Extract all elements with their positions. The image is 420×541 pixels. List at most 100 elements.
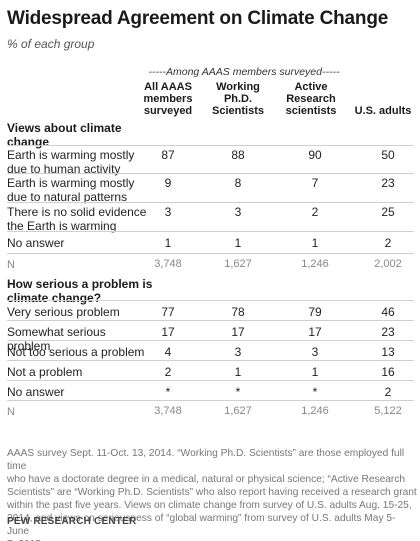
cell-value: 23 <box>381 325 395 339</box>
cell-value: 25 <box>381 205 395 219</box>
footnote-line: within the past five years. Views on cli… <box>7 500 412 511</box>
column-header-line: surveyed <box>143 105 193 117</box>
cell-value: 1,246 <box>301 405 329 417</box>
row-label-line: Very serious problem <box>7 305 120 319</box>
table-row: Not too serious a problem 4 3 3 13 <box>7 340 414 360</box>
cell-value: 1,627 <box>224 258 252 270</box>
row-label-line: No answer <box>7 236 65 250</box>
section-title-line: Views about climate <box>7 121 122 135</box>
column-header-line: Ph.D. <box>223 93 253 105</box>
row-label: There is no solid evidence the Earth is w… <box>7 205 147 233</box>
cell-value: 17 <box>308 325 322 339</box>
row-label-line: Earth is warming mostly <box>7 176 135 190</box>
cell-value: 17 <box>161 325 175 339</box>
table-row: Earth is warming mostly due to natural pa… <box>7 173 414 204</box>
row-label-line: N <box>7 406 15 418</box>
cell-value: 23 <box>381 176 395 190</box>
cell-value: 78 <box>231 305 245 319</box>
page-title: Widespread Agreement on Climate Change <box>7 8 389 29</box>
column-header-line: Scientists <box>212 105 264 117</box>
table-row: Earth is warming mostly due to human acti… <box>7 145 414 176</box>
cell-value: 3,748 <box>154 258 182 270</box>
cell-value: 1,246 <box>301 258 329 270</box>
cell-value: 88 <box>231 148 245 162</box>
row-label-line: There is no solid evidence <box>7 205 147 219</box>
column-header: Active Research scientists <box>276 81 346 117</box>
cell-value: 1,627 <box>224 405 252 417</box>
cell-value: 2 <box>164 365 172 379</box>
column-group-header: -----Among AAAS members surveyed----- <box>148 66 340 78</box>
column-header-line: Working <box>216 81 260 93</box>
cell-value: 1 <box>164 236 172 250</box>
sample-size-row: N 3,748 1,627 1,246 5,122 <box>7 400 414 420</box>
section-title: How serious a problem is climate change? <box>7 277 152 305</box>
subtitle: % of each group <box>7 37 95 51</box>
cell-value: * <box>165 385 171 399</box>
column-header: Working Ph.D. Scientists <box>207 81 269 117</box>
section-title-line: How serious a problem is <box>7 277 153 291</box>
cell-value: * <box>235 385 241 399</box>
cell-value: 90 <box>308 148 322 162</box>
cell-value: 8 <box>234 176 242 190</box>
table-row: Somewhat serious problem 17 17 17 23 <box>7 320 414 353</box>
row-label: Somewhat serious problem <box>7 325 147 353</box>
footnote-line: who have a doctorate degree in a medical… <box>7 474 406 485</box>
row-label-line: Not too serious a problem <box>7 345 145 359</box>
table-row: Very serious problem 77 78 79 46 <box>7 300 414 320</box>
cell-value: 79 <box>308 305 322 319</box>
cell-value: 7 <box>311 176 319 190</box>
column-header-line: All AAAS <box>144 81 192 93</box>
footnote-line: 7, 2015. <box>7 538 417 541</box>
row-label-line: Somewhat serious problem <box>7 325 106 353</box>
source-credit: PEW RESEARCH CENTER <box>7 516 137 527</box>
cell-value: 16 <box>381 365 395 379</box>
table-row: There is no solid evidence the Earth is w… <box>7 202 414 233</box>
cell-value: 4 <box>164 345 172 359</box>
column-header: U.S. adults <box>352 105 414 117</box>
cell-value: 1 <box>234 365 242 379</box>
cell-value: 3 <box>234 205 242 219</box>
cell-value: 3 <box>311 345 319 359</box>
cell-value: 1 <box>311 365 319 379</box>
cell-value: * <box>312 385 318 399</box>
row-label-line: N <box>7 259 15 271</box>
cell-value: 3 <box>164 205 172 219</box>
column-header-line: U.S. adults <box>354 105 412 117</box>
column-header-line: scientists <box>285 105 337 117</box>
row-label: N <box>7 405 147 419</box>
footnote-line: Scientists” are “Working Ph.D. Scientist… <box>7 487 417 498</box>
cell-value: 9 <box>164 176 172 190</box>
row-label: Earth is warming mostly due to human acti… <box>7 148 147 176</box>
row-label-line: No answer <box>7 385 65 399</box>
cell-value: 1 <box>311 236 319 250</box>
footnote-line: 2014, and views on seriousness of “globa… <box>7 513 396 537</box>
cell-value: 77 <box>161 305 175 319</box>
column-header-line: Research <box>286 93 336 105</box>
row-label-line: Not a problem <box>7 365 83 379</box>
row-label: Very serious problem <box>7 305 147 319</box>
cell-value: 2 <box>384 236 392 250</box>
cell-value: 3,748 <box>154 405 182 417</box>
sample-size-row: N 3,748 1,627 1,246 2,002 <box>7 253 414 273</box>
cell-value: 5,122 <box>374 405 402 417</box>
column-header: All AAAS members surveyed <box>140 81 196 117</box>
cell-value: 87 <box>161 148 175 162</box>
column-header-line: members <box>143 93 193 105</box>
row-label-line: due to human activity <box>7 162 121 176</box>
table-row: No answer * * * 2 <box>7 380 414 400</box>
row-label: N <box>7 258 147 272</box>
cell-value: 2 <box>311 205 319 219</box>
section-title-line: climate change? <box>7 291 102 305</box>
row-label-line: Earth is warming mostly <box>7 148 135 162</box>
row-label: Not a problem <box>7 365 147 379</box>
row-label: No answer <box>7 385 147 399</box>
row-label: Earth is warming mostly due to natural pa… <box>7 176 147 204</box>
cell-value: 2,002 <box>374 258 402 270</box>
cell-value: 3 <box>234 345 242 359</box>
cell-value: 13 <box>381 345 395 359</box>
row-label-line: the Earth is warming <box>7 219 117 233</box>
footnote-line: AAAS survey Sept. 11-Oct. 13, 2014. “Wor… <box>7 448 405 472</box>
cell-value: 46 <box>381 305 395 319</box>
cell-value: 2 <box>384 385 392 399</box>
